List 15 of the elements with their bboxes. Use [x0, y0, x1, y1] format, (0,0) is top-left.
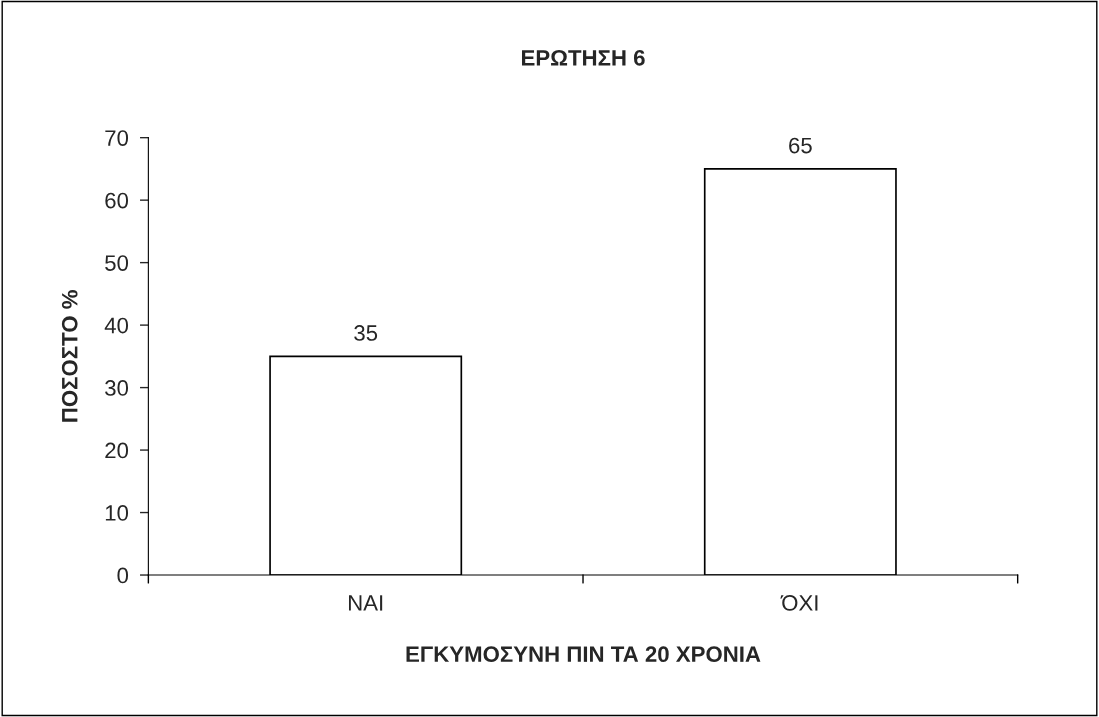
x-tick-label: ΌΧΙ: [780, 595, 818, 611]
x-axis-title: ΕΓΚΥΜΟΣΥΝΗ ΠΙΝ ΤΑ 20 ΧΡΟΝΙΑ: [406, 646, 761, 663]
y-tick-label: 30: [105, 380, 129, 396]
y-tick-label: 50: [105, 255, 129, 271]
x-tick-label: ΝΑΙ: [348, 595, 383, 611]
y-tick-label: 40: [104, 317, 129, 334]
chart-title: ΕΡΩΤΗΣΗ 6: [522, 49, 645, 66]
y-tick-label: 10: [105, 505, 129, 521]
data-label: 65: [789, 137, 812, 154]
data-label: 35: [354, 325, 378, 341]
y-axis-title: ΠΟΣΟΣΤΟ %: [61, 290, 78, 422]
y-tick-label: 60: [105, 192, 129, 209]
y-tick-label: 70: [105, 130, 129, 146]
y-tick-label: 20: [105, 442, 129, 459]
y-tick-label: 0: [117, 567, 129, 584]
